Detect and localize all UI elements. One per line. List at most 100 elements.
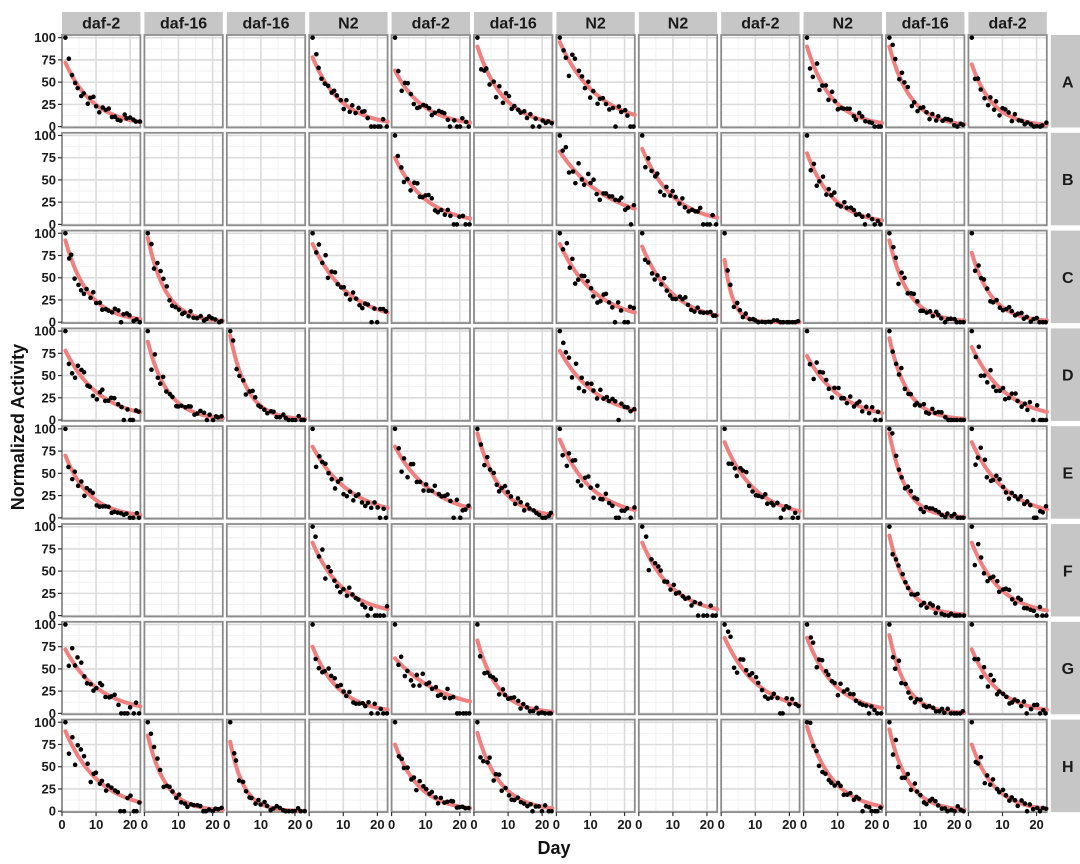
panel-border [308, 229, 389, 325]
data-point [530, 808, 535, 814]
panel-background [803, 35, 882, 128]
data-point [227, 719, 233, 725]
data-point [975, 455, 981, 460]
data-point [836, 385, 841, 391]
data-point [613, 197, 618, 203]
data-point [548, 510, 554, 516]
panel-background [556, 524, 635, 617]
data-point [993, 388, 999, 394]
panel-border [555, 718, 636, 813]
x-tick-label: 0 [965, 817, 972, 832]
data-point [576, 161, 581, 166]
panel-data-E-7 [557, 426, 637, 521]
row-strip [1050, 35, 1080, 128]
data-point [63, 622, 68, 627]
data-point [619, 195, 624, 201]
y-tick-label: 100 [34, 30, 56, 45]
data-point [536, 804, 542, 809]
data-point [1025, 120, 1030, 125]
data-point [176, 792, 182, 797]
data-point [478, 755, 483, 760]
data-point [935, 803, 941, 808]
data-point [832, 680, 837, 686]
data-point [649, 168, 654, 174]
panel-data-D-2 [145, 328, 225, 423]
panel-border [967, 131, 1048, 227]
data-point [892, 666, 898, 672]
data-point [356, 492, 361, 497]
data-point [972, 268, 978, 274]
data-point [808, 635, 814, 640]
row-strip-label: D [1062, 368, 1074, 385]
panel-border [308, 34, 389, 129]
data-point [722, 426, 727, 432]
data-point [500, 100, 506, 106]
y-tick-label: 75 [42, 444, 56, 459]
data-point [405, 176, 410, 182]
data-point [905, 585, 911, 591]
data-point [134, 808, 139, 814]
data-point [869, 808, 874, 814]
data-point [521, 508, 527, 513]
data-point [887, 328, 892, 334]
facet-panel [308, 131, 389, 227]
data-point [878, 222, 883, 227]
x-tick-label: 10 [583, 817, 597, 832]
data-point [673, 296, 679, 302]
column-strip [556, 12, 635, 34]
data-point [164, 284, 170, 289]
data-point [756, 493, 761, 499]
data-point [863, 118, 868, 124]
data-point [161, 276, 166, 282]
data-point [332, 486, 338, 491]
data-point [948, 711, 954, 716]
data-point [661, 275, 667, 281]
y-tick-label: 100 [34, 324, 56, 339]
panel-data-A-4 [310, 35, 390, 129]
panel-border [143, 523, 224, 618]
data-point [313, 656, 318, 662]
data-point [243, 392, 249, 397]
data-point [231, 751, 237, 756]
data-point [933, 610, 938, 616]
data-point [466, 124, 472, 129]
panel-background [638, 328, 718, 421]
data-point [1024, 808, 1030, 814]
data-point [689, 603, 694, 608]
column-strip-label: daf-16 [902, 16, 949, 33]
panel-background [474, 524, 553, 617]
fit-curve [557, 149, 637, 211]
panel-background [144, 426, 223, 519]
data-point [642, 257, 648, 263]
panel-background [144, 35, 223, 128]
data-point [1015, 803, 1021, 809]
data-point [743, 311, 749, 316]
panel-data-D-7 [557, 328, 637, 423]
y-tick-label: 25 [42, 292, 56, 307]
data-point [186, 313, 191, 319]
data-point [581, 388, 587, 394]
data-point [610, 105, 616, 111]
data-point [240, 779, 246, 785]
data-point [1034, 805, 1040, 811]
data-point [804, 35, 810, 40]
data-point [573, 361, 579, 367]
facet-panel [143, 34, 224, 129]
data-point [417, 104, 422, 110]
data-point [528, 802, 533, 807]
data-point [936, 509, 942, 515]
facet-panel [308, 523, 389, 618]
data-point [817, 179, 822, 184]
data-point [918, 697, 923, 702]
data-point [612, 319, 618, 325]
data-point [566, 73, 572, 79]
data-point [362, 108, 367, 114]
data-point [890, 552, 895, 557]
data-point [823, 377, 829, 383]
data-point [90, 490, 96, 496]
facet-panel [967, 425, 1048, 520]
y-axis-title: Normalized Activity [8, 344, 28, 510]
data-point [528, 111, 533, 117]
y-tick-label: 75 [42, 737, 56, 752]
facet-panel [802, 229, 883, 325]
